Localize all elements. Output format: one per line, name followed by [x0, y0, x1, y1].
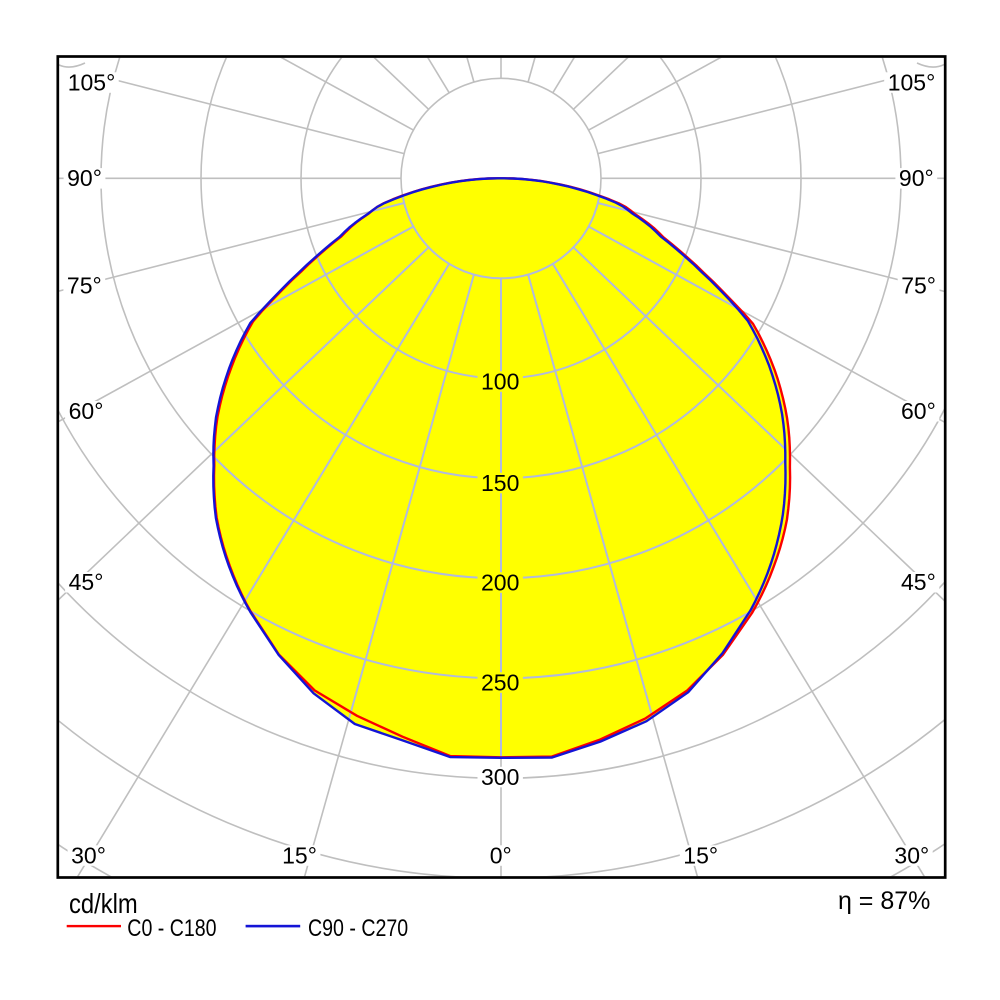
svg-text:200: 200	[481, 569, 519, 595]
svg-text:60°: 60°	[69, 398, 104, 424]
svg-text:75°: 75°	[901, 273, 936, 299]
svg-text:75°: 75°	[67, 273, 102, 299]
svg-text:15°: 15°	[282, 842, 317, 868]
svg-text:η = 87%: η = 87%	[838, 887, 930, 915]
svg-text:cd/klm: cd/klm	[69, 887, 138, 919]
svg-text:90°: 90°	[67, 165, 102, 191]
svg-text:60°: 60°	[901, 398, 936, 424]
svg-text:30°: 30°	[71, 842, 106, 868]
svg-text:90°: 90°	[899, 165, 934, 191]
svg-text:45°: 45°	[901, 569, 936, 595]
svg-text:15°: 15°	[683, 842, 718, 868]
svg-text:105°: 105°	[68, 69, 116, 95]
svg-text:0°: 0°	[490, 842, 512, 868]
svg-text:45°: 45°	[69, 569, 104, 595]
svg-text:30°: 30°	[894, 842, 929, 868]
svg-text:150: 150	[481, 470, 519, 496]
svg-text:100: 100	[481, 368, 519, 394]
svg-text:250: 250	[481, 669, 519, 695]
svg-text:300: 300	[481, 764, 519, 790]
svg-text:C0 - C180: C0 - C180	[127, 914, 216, 942]
svg-text:C90 - C270: C90 - C270	[308, 914, 408, 942]
svg-text:105°: 105°	[888, 69, 936, 95]
